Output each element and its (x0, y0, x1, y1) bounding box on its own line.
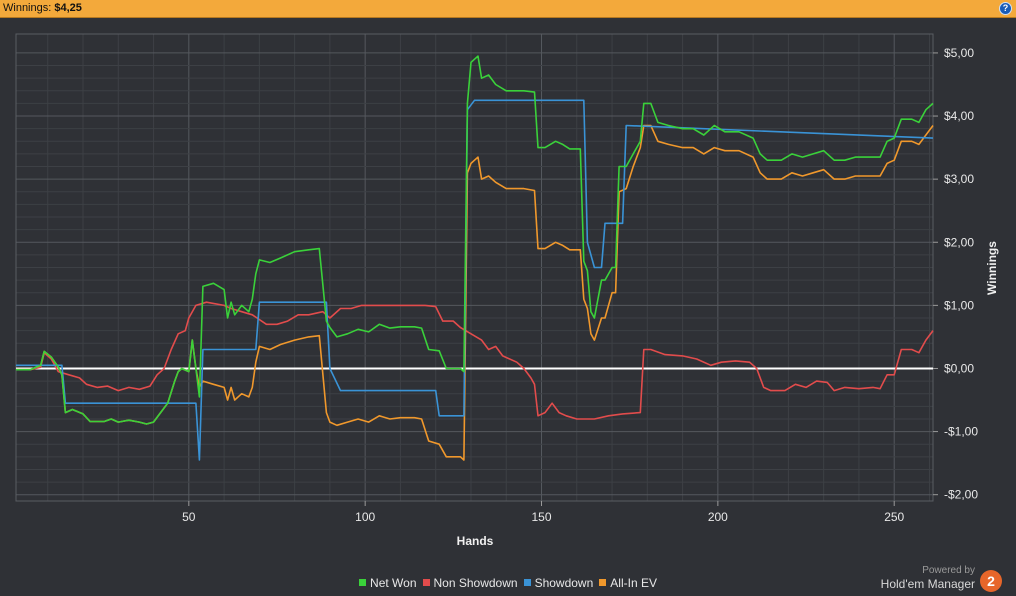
winnings-label: Winnings: (3, 2, 52, 14)
y-tick-label: $5,00 (944, 46, 974, 60)
series-line-showdown (16, 99, 934, 461)
legend-swatch (523, 579, 531, 586)
series-line-non-showdown (16, 301, 934, 420)
x-tick-label: 150 (531, 510, 551, 524)
x-tick-label: 200 (708, 510, 728, 524)
y-tick-label: $3,00 (944, 172, 974, 186)
legend-swatch (599, 579, 607, 586)
y-tick-label: $1,00 (944, 298, 974, 312)
x-axis-label: Hands (457, 534, 494, 548)
winnings-chart: $5,00 $4,00 $3,00 $2,00 $1,00 $0,00 -$1,00 -$2,… (15, 33, 999, 548)
product-name: Hold'em Manager (880, 577, 975, 591)
y-tick-label: $2,00 (944, 235, 974, 249)
legend-item-showdown[interactable]: Showdown (523, 576, 594, 590)
legend-swatch (359, 579, 367, 586)
header-bar: Winnings: $4,25 ? (0, 0, 1016, 18)
y-axis-label: Winnings (985, 241, 999, 295)
legend-label: All-In EV (610, 576, 657, 590)
y-tick-label: $4,00 (944, 109, 974, 123)
legend-item-non-showdown[interactable]: Non Showdown (422, 576, 518, 590)
winnings-summary: Winnings: $4,25 (3, 2, 82, 14)
legend-label: Net Won (370, 576, 417, 590)
chart-grid (16, 34, 933, 501)
x-tick-label: 50 (182, 510, 196, 524)
legend-label: Non Showdown (433, 576, 518, 590)
series-line-net-won (16, 55, 934, 425)
powered-by-text: Powered by (922, 565, 975, 576)
legend-item-net-won[interactable]: Net Won (359, 576, 417, 590)
plot-area (15, 33, 934, 502)
legend-swatch (422, 579, 430, 586)
y-axis-ticks: $5,00 $4,00 $3,00 $2,00 $1,00 $0,00 -$1,00 -$2,… (933, 46, 978, 502)
legend-label: Showdown (534, 576, 594, 590)
x-tick-label: 250 (884, 510, 904, 524)
legend-item-all-in-ev[interactable]: All-In EV (599, 576, 657, 590)
x-axis-ticks: 50 100 150 200 250 (182, 501, 905, 524)
series-lines (16, 55, 934, 461)
y-tick-label: -$1,00 (944, 425, 978, 439)
y-tick-label: -$2,00 (944, 488, 978, 502)
winnings-value: $4,25 (54, 2, 82, 14)
y-tick-label: $0,00 (944, 361, 974, 375)
x-tick-label: 100 (355, 510, 375, 524)
plot-border (15, 33, 934, 502)
chart-legend: Net Won Non Showdown Showdown All-In EV (0, 576, 1016, 590)
hm2-logo: 2 (980, 570, 1002, 592)
question-icon[interactable]: ? (999, 2, 1012, 15)
